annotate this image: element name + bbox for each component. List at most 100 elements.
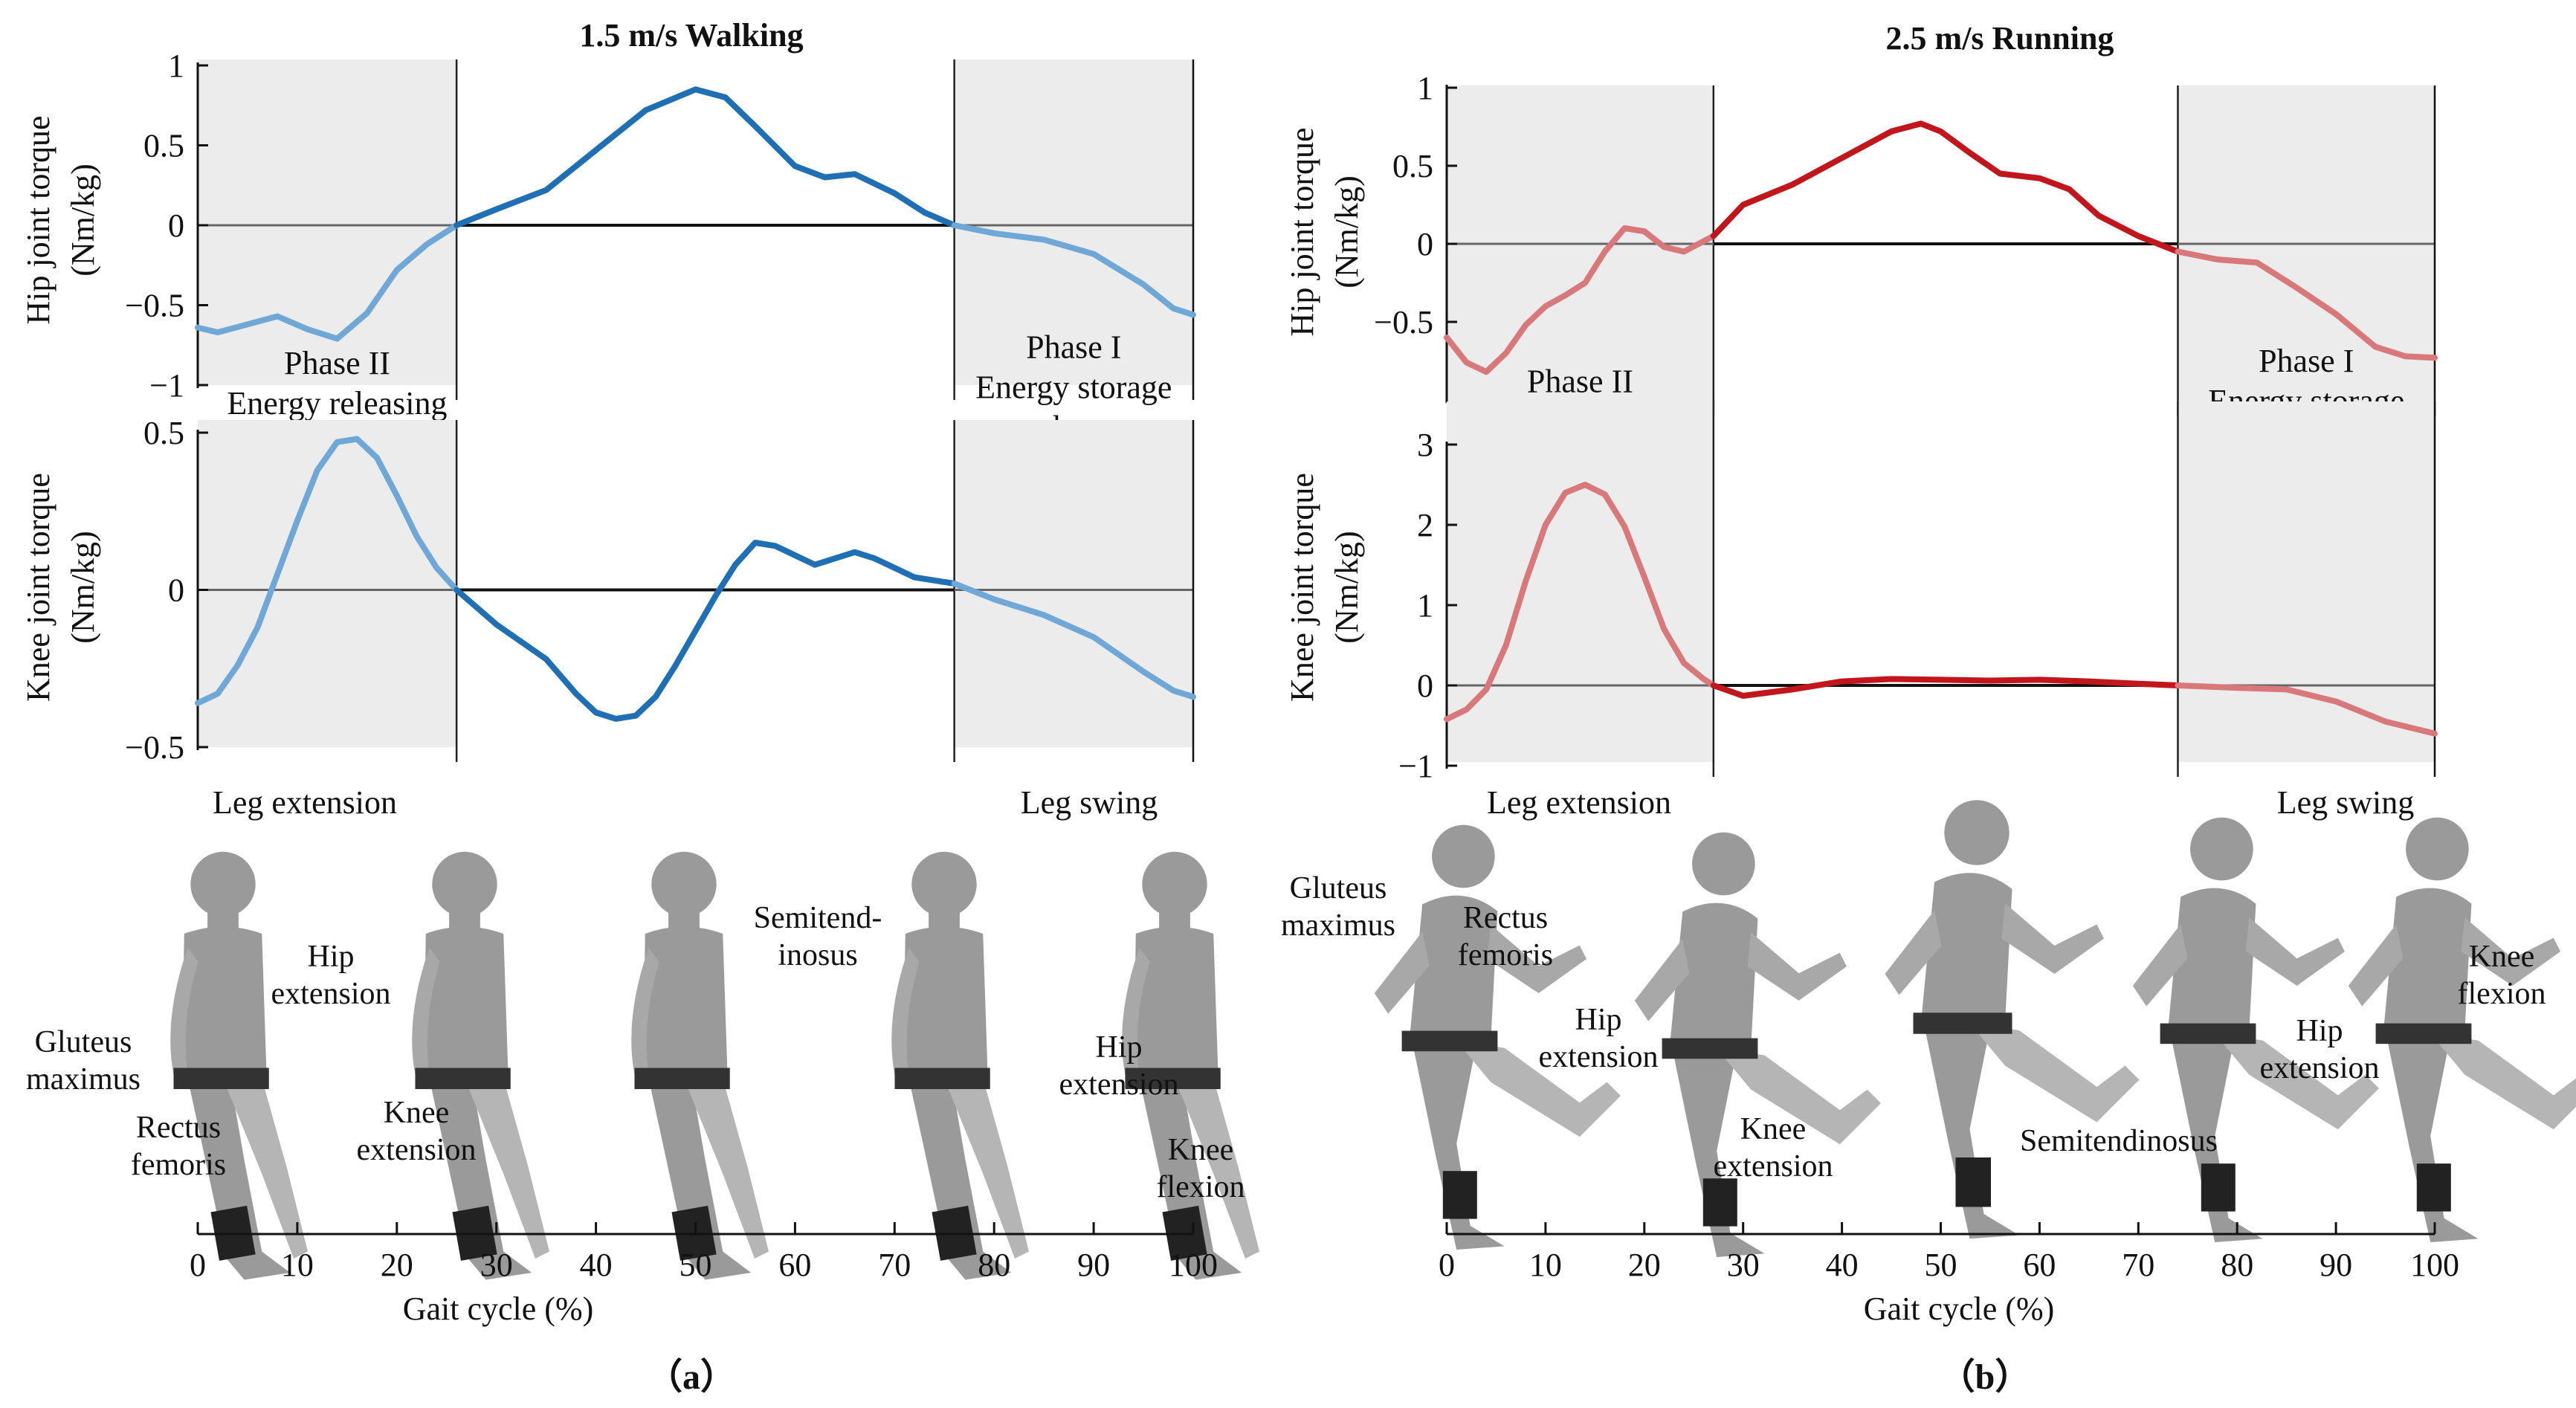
running-muscle-labels: Gluteus maximus Rectus femoris Hip exten…	[1281, 871, 2546, 1183]
phase-annotation-line: Phase I	[1026, 329, 1121, 365]
gait-axis-tick-label: 0	[190, 1247, 206, 1283]
run-hip-ylabel-2: (Nm/kg)	[1329, 175, 1365, 288]
gait-axis-tick-label: 40	[580, 1247, 613, 1283]
y-tick-label: −1	[149, 367, 184, 404]
walk-1-gluteus-label: Gluteus	[35, 1025, 132, 1059]
y-tick-label: 1	[168, 48, 184, 84]
series-line-phase-i	[951, 581, 1196, 700]
phase-shade-0	[198, 59, 457, 385]
phase-shade-1	[2178, 401, 2435, 762]
y-tick-label: −0.5	[125, 288, 184, 324]
series-line-stance	[1710, 120, 2181, 255]
series-line-phase-i	[951, 222, 1196, 318]
walk-2-hip-label: Hip	[308, 940, 355, 974]
runner-figure-5	[2348, 817, 2576, 1242]
run-knee-ylabel-1: Knee joint torque	[1284, 473, 1320, 702]
walk-4-semitend-label: Semitend-	[754, 901, 882, 935]
phase-shade-0	[1447, 401, 1714, 762]
phase-annotation-line: Energy storage	[975, 369, 1172, 405]
walk-knee-torque-chart: 0.5 0 −0.5	[125, 415, 1196, 766]
walk-leg-swing-label: Leg swing	[1021, 784, 1158, 821]
y-tick-label: 0	[168, 207, 184, 244]
y-tick-label: 1	[1417, 70, 1433, 106]
y-tick-label: 1	[1417, 587, 1433, 624]
y-tick-label: 3	[1417, 427, 1433, 463]
y-tick-label: 0.5	[143, 128, 184, 164]
run-chart-title: 2.5 m/s Running	[1886, 20, 2114, 56]
walk-gait-cycle-axis: 0 10 20 30 40 50 60 70 80 90 100	[190, 1222, 1218, 1283]
run-2-knee-label: Knee	[1740, 1112, 1807, 1146]
run-1-maximus-label: maximus	[1281, 908, 1395, 943]
run-1-gluteus-label: Gluteus	[1290, 871, 1387, 905]
run-2-hip-label: Hip	[1575, 1003, 1622, 1037]
phase-shade-1	[954, 420, 1193, 747]
runner-figure-2	[1634, 832, 1881, 1257]
gait-axis-tick-label: 20	[1628, 1247, 1661, 1283]
walker-figure-4	[891, 851, 1029, 1280]
gait-axis-tick-label: 90	[2320, 1247, 2352, 1283]
series-line-phase-i	[2175, 248, 2438, 361]
walk-5-knee-label: Knee	[1168, 1133, 1234, 1167]
gait-axis-tick-label: 90	[1077, 1247, 1110, 1283]
gait-axis-tick-label: 60	[2023, 1247, 2056, 1283]
phase-annotation-line: Energy releasing	[227, 385, 447, 422]
y-tick-label: 0	[168, 572, 184, 609]
walk-5-flexion-label: flexion	[1157, 1170, 1245, 1204]
walk-leg-extension-label: Leg extension	[213, 784, 397, 821]
gait-axis-tick-label: 100	[2410, 1247, 2459, 1283]
run-gait-xlabel: Gait cycle (%)	[1864, 1291, 2055, 1327]
walk-4-inosus-label: inosus	[778, 938, 857, 972]
run-5-flexion-label: flexion	[2458, 977, 2546, 1011]
gait-axis-tick-label: 100	[1169, 1247, 1218, 1283]
run-leg-extension-label: Leg extension	[1487, 784, 1671, 821]
panel-a-label: （a）	[647, 1357, 736, 1397]
phase-shade-1	[954, 59, 1193, 385]
gait-axis-tick-label: 80	[2221, 1247, 2253, 1283]
run-2-hip-ext-label: extension	[1539, 1040, 1659, 1074]
phase-annotation-line: Phase II	[1527, 364, 1633, 400]
run-5-hip-ext-label: extension	[2260, 1051, 2380, 1085]
series-line-stance	[453, 540, 958, 722]
walk-5-hip-ext-label: extension	[1059, 1068, 1179, 1102]
gait-axis-tick-label: 80	[978, 1247, 1010, 1283]
series-line-phase-ii	[1444, 482, 1717, 723]
series-line-phase-ii	[1444, 225, 1717, 375]
walk-1-rectus-label: Rectus	[136, 1111, 221, 1145]
gait-axis-tick-label: 10	[1529, 1247, 1562, 1283]
walk-2-hip-ext-label: extension	[271, 977, 391, 1011]
walk-2-knee-ext-label: extension	[357, 1133, 477, 1167]
walker-figure-2	[412, 851, 549, 1280]
runner-figure-1	[1374, 824, 1621, 1250]
walker-figure-3	[631, 851, 769, 1280]
y-tick-label: 0.5	[143, 415, 184, 451]
phase-shade-0	[198, 420, 457, 747]
phase-annotation-line: Phase I	[2259, 343, 2354, 379]
walk-knee-ylabel-2: (Nm/kg)	[65, 531, 101, 644]
gait-axis-tick-label: 20	[381, 1247, 413, 1283]
gait-axis-tick-label: 40	[1826, 1247, 1859, 1283]
run-knee-torque-chart: 3 2 1 0 −1	[1398, 401, 2438, 784]
walk-hip-ylabel-2: (Nm/kg)	[65, 164, 101, 277]
walk-chart-title: 1.5 m/s Walking	[579, 17, 803, 54]
y-tick-label: −0.5	[1374, 304, 1433, 340]
y-tick-label: 0	[1417, 226, 1433, 262]
y-tick-label: 2	[1417, 507, 1433, 543]
y-tick-label: −0.5	[125, 729, 184, 766]
gait-axis-tick-label: 30	[480, 1247, 513, 1283]
gait-axis-tick-label: 10	[281, 1247, 314, 1283]
walk-gait-xlabel: Gait cycle (%)	[403, 1291, 594, 1327]
gait-axis-tick-label: 60	[778, 1247, 811, 1283]
gait-axis-tick-label: 50	[679, 1247, 712, 1283]
walk-1-maximus-label: maximus	[26, 1062, 141, 1097]
gait-axis-tick-label: 0	[1439, 1247, 1455, 1283]
series-line-phase-ii	[195, 222, 460, 342]
y-tick-label: 0	[1417, 668, 1433, 704]
series-line-phase-i	[2175, 682, 2438, 737]
running-figures	[1374, 800, 2576, 1257]
walk-5-hip-label: Hip	[1096, 1030, 1143, 1065]
walking-muscle-labels: Gluteus maximus Rectus femoris Hip exten…	[26, 901, 1245, 1204]
run-1-femoris-label: femoris	[1458, 938, 1553, 972]
gait-axis-tick-label: 70	[2122, 1247, 2154, 1283]
